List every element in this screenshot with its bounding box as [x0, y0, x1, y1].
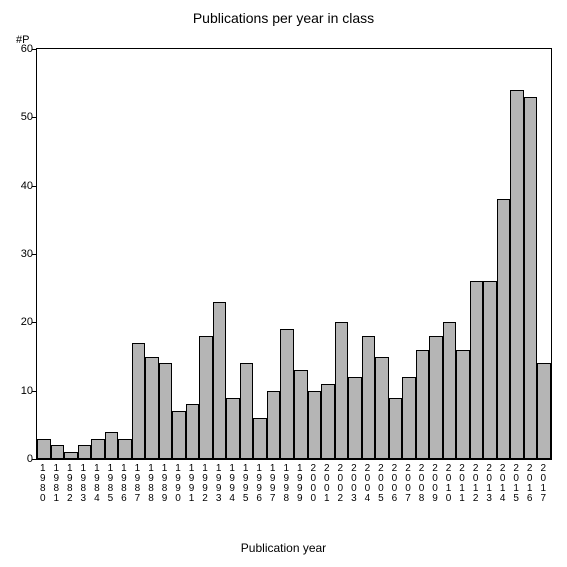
x-tick-label: 1 9 8 0 [38, 464, 48, 504]
bar [105, 432, 119, 459]
x-tick-label: 1 9 8 2 [65, 464, 75, 504]
bar [389, 398, 403, 460]
x-tick-label: 1 9 9 1 [187, 464, 197, 504]
x-labels-group: 1 9 8 01 9 8 11 9 8 21 9 8 31 9 8 41 9 8… [36, 462, 552, 522]
bar [78, 445, 92, 459]
bar [402, 377, 416, 459]
bar [132, 343, 146, 459]
x-tick-label: 1 9 9 4 [227, 464, 237, 504]
x-tick-label: 1 9 8 3 [78, 464, 88, 504]
bar [145, 357, 159, 460]
x-tick-label: 1 9 9 7 [268, 464, 278, 504]
bar [321, 384, 335, 459]
bar [240, 363, 254, 459]
bar [280, 329, 294, 459]
x-tick-label: 2 0 0 0 [308, 464, 318, 504]
bar [186, 404, 200, 459]
bar [456, 350, 470, 459]
bar [483, 281, 497, 459]
bar [429, 336, 443, 459]
bars-group [37, 49, 551, 459]
y-tick-mark [32, 391, 37, 392]
bar [524, 97, 538, 459]
plot-area: 0102030405060 [36, 48, 552, 460]
x-tick-label: 2 0 1 1 [457, 464, 467, 504]
x-tick-label: 1 9 8 1 [51, 464, 61, 504]
x-tick-label: 2 0 0 9 [430, 464, 440, 504]
bar [172, 411, 186, 459]
x-tick-label: 2 0 0 1 [322, 464, 332, 504]
x-tick-label: 2 0 0 5 [376, 464, 386, 504]
x-tick-label: 2 0 1 7 [538, 464, 548, 504]
bar [510, 90, 524, 459]
x-tick-label: 1 9 9 0 [173, 464, 183, 504]
x-tick-label: 1 9 8 7 [132, 464, 142, 504]
y-tick-mark [32, 49, 37, 50]
x-tick-label: 2 0 1 2 [471, 464, 481, 504]
y-tick-mark [32, 322, 37, 323]
x-tick-label: 2 0 0 6 [389, 464, 399, 504]
x-tick-label: 1 9 9 6 [254, 464, 264, 504]
bar [294, 370, 308, 459]
x-tick-label: 1 9 9 3 [214, 464, 224, 504]
x-tick-label: 1 9 8 5 [105, 464, 115, 504]
y-tick-mark [32, 459, 37, 460]
bar [375, 357, 389, 460]
bar [470, 281, 484, 459]
bar [362, 336, 376, 459]
bar [335, 322, 349, 459]
bar [51, 445, 65, 459]
x-tick-label: 2 0 1 3 [484, 464, 494, 504]
bar [64, 452, 78, 459]
chart-container: Publications per year in class #P 010203… [0, 0, 567, 567]
x-tick-label: 1 9 8 9 [160, 464, 170, 504]
bar [37, 439, 51, 460]
x-tick-label: 2 0 0 8 [417, 464, 427, 504]
x-tick-label: 2 0 1 4 [498, 464, 508, 504]
bar [497, 199, 511, 459]
x-tick-label: 2 0 1 6 [525, 464, 535, 504]
bar [213, 302, 227, 459]
x-tick-label: 1 9 8 6 [119, 464, 129, 504]
y-tick-mark [32, 186, 37, 187]
bar [443, 322, 457, 459]
y-tick-mark [32, 117, 37, 118]
x-tick-label: 1 9 9 5 [241, 464, 251, 504]
x-tick-label: 1 9 9 9 [295, 464, 305, 504]
chart-title: Publications per year in class [0, 10, 567, 26]
bar [159, 363, 173, 459]
x-tick-label: 1 9 8 8 [146, 464, 156, 504]
x-tick-label: 2 0 0 7 [403, 464, 413, 504]
bar [416, 350, 430, 459]
x-axis-title: Publication year [0, 541, 567, 555]
x-tick-label: 1 9 9 8 [281, 464, 291, 504]
bar [267, 391, 281, 459]
x-tick-label: 1 9 8 4 [92, 464, 102, 504]
bar [537, 363, 551, 459]
bar [118, 439, 132, 460]
x-tick-label: 2 0 1 0 [444, 464, 454, 504]
x-tick-label: 1 9 9 2 [200, 464, 210, 504]
bar [91, 439, 105, 460]
x-tick-label: 2 0 0 3 [349, 464, 359, 504]
bar [253, 418, 267, 459]
x-tick-label: 2 0 0 2 [335, 464, 345, 504]
x-tick-label: 2 0 1 5 [511, 464, 521, 504]
y-tick-mark [32, 254, 37, 255]
bar [348, 377, 362, 459]
bar [199, 336, 213, 459]
x-tick-label: 2 0 0 4 [362, 464, 372, 504]
bar [308, 391, 322, 459]
bar [226, 398, 240, 460]
